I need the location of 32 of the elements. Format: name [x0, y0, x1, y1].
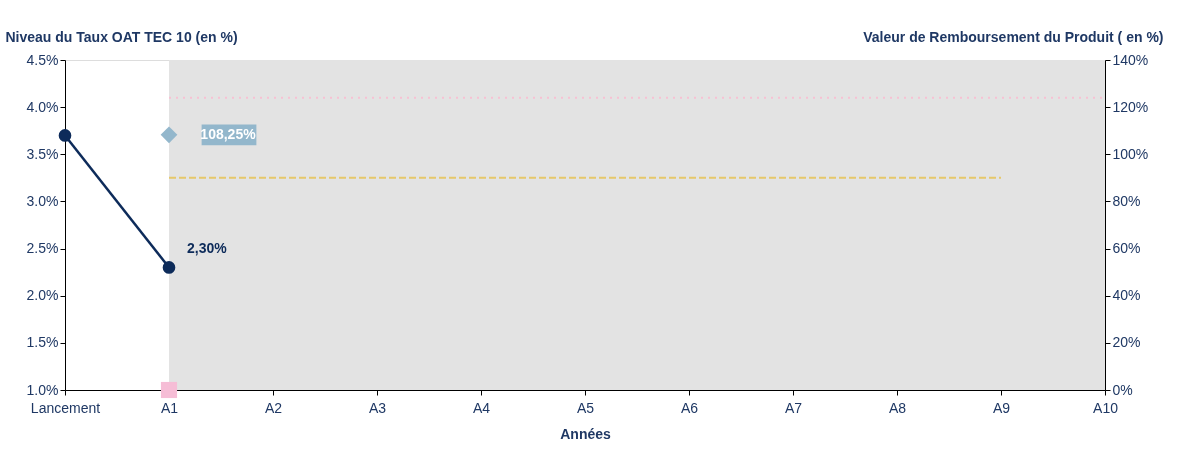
y2-tick-label: 140% — [1112, 51, 1149, 68]
data-label: 108,25% — [200, 125, 257, 142]
y-tick-label: 1.0% — [26, 381, 59, 398]
y2-tick-label: 120% — [1112, 98, 1149, 115]
y-tick-label: 4.0% — [26, 98, 59, 115]
x-tick-label: A9 — [992, 399, 1011, 416]
y-tick-label: 2.0% — [26, 287, 59, 304]
y2-tick-label: 60% — [1112, 240, 1141, 257]
x-tick-label: Lancement — [30, 399, 101, 416]
data-label: 2,30% — [187, 240, 228, 257]
x-tick-label: A5 — [576, 399, 595, 416]
y-axis-title: Niveau du Taux OAT TEC 10 (en %) — [5, 28, 238, 45]
y2-axis-title: Valeur de Remboursement du Produit ( en %) — [863, 28, 1164, 45]
x-tick-label: A4 — [472, 399, 491, 416]
y-tick-label: 1.5% — [26, 334, 59, 351]
y2-tick-label: 40% — [1112, 287, 1141, 304]
y-tick-label: 4.5% — [26, 51, 59, 68]
x-tick-label: A7 — [784, 399, 803, 416]
x-tick-label: A3 — [368, 399, 387, 416]
x-tick-label: A2 — [264, 399, 283, 416]
y-tick-label: 3.0% — [26, 192, 59, 209]
y2-tick-label: 80% — [1112, 192, 1141, 209]
x-tick-label: A10 — [1093, 399, 1119, 416]
y-tick-label: 2.5% — [26, 240, 59, 257]
x-tick-label: A8 — [888, 399, 907, 416]
x-tick-label: A1 — [160, 399, 179, 416]
y2-tick-label: 20% — [1112, 334, 1141, 351]
y2-tick-label: 100% — [1112, 145, 1149, 162]
y-tick-label: 3.5% — [26, 145, 59, 162]
x-tick-label: A6 — [680, 399, 699, 416]
y2-tick-label: 0% — [1112, 381, 1133, 398]
x-axis-title: Années — [560, 425, 611, 442]
